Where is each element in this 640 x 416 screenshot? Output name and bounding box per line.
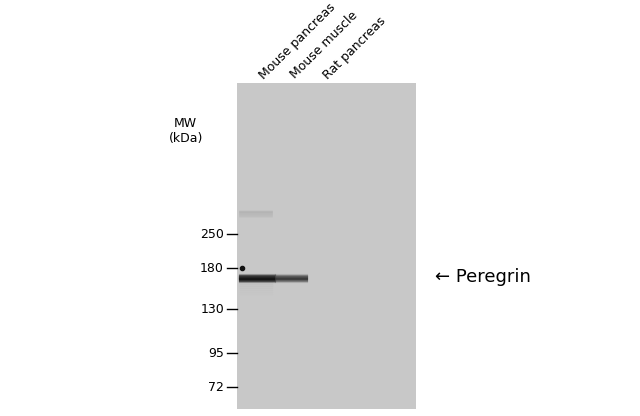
Text: ← Peregrin: ← Peregrin: [435, 268, 531, 286]
Text: Mouse muscle: Mouse muscle: [289, 9, 361, 82]
Text: MW
(kDa): MW (kDa): [168, 117, 203, 145]
Text: 130: 130: [200, 302, 224, 315]
Text: 180: 180: [200, 262, 224, 275]
Text: 72: 72: [208, 381, 224, 394]
Text: 250: 250: [200, 228, 224, 241]
Text: 95: 95: [208, 347, 224, 360]
FancyBboxPatch shape: [237, 83, 416, 409]
Text: Rat pancreas: Rat pancreas: [321, 14, 388, 82]
Text: Mouse pancreas: Mouse pancreas: [257, 0, 338, 82]
